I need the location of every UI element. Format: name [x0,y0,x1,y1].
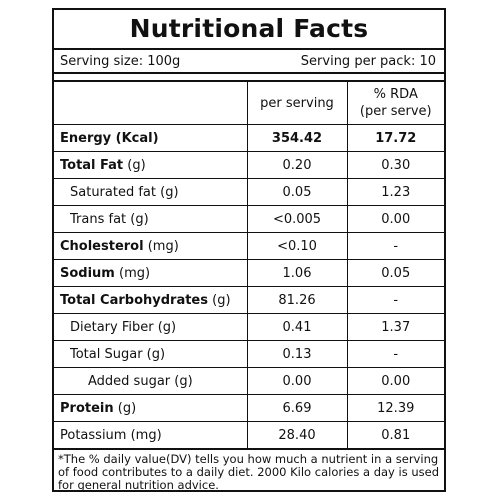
per-serving-value: 81.26 [246,286,348,314]
rda-value: - [346,286,444,314]
nutrient-name: Potassium (mg) [54,421,248,449]
nutrient-name-cell: Total Carbohydrates (g) [54,286,248,314]
rda-value: 0.00 [346,205,444,233]
table-row-saturated-fat: Saturated fat (g) 0.05 1.23 [54,178,444,206]
per-serving-value: 6.69 [246,394,348,422]
rda-header-line2: (per serve) [359,104,432,119]
rda-value: - [346,340,444,368]
table-row-total-sugar: Total Sugar (g) 0.13 - [54,340,444,368]
per-serving-value: 0.13 [246,340,348,368]
footnote: *The % daily value(DV) tells you how muc… [54,448,444,492]
nutrient-name: Protein [60,400,114,416]
nutrient-name: Total Carbohydrates [60,292,208,308]
table-row-sodium: Sodium (mg) 1.06 0.05 [54,259,444,287]
rda-value: 1.23 [346,178,444,206]
per-serving-value: <0.005 [246,205,348,233]
nutrient-name-cell: Cholesterol (mg) [54,232,248,260]
nutrient-unit: (g) [208,292,231,308]
nutrient-name-cell: Total Fat (g) [54,151,248,179]
nutrient-name: Energy (Kcal) [54,124,248,152]
table-row-dietary-fiber: Dietary Fiber (g) 0.41 1.37 [54,313,444,341]
per-serving-value: 1.06 [246,259,348,287]
table-row-protein: Protein (g) 6.69 12.39 [54,394,444,422]
nutrient-name-cell: Sodium (mg) [54,259,248,287]
nutrient-name: Saturated fat (g) [54,178,248,206]
rda-value: 12.39 [346,394,444,422]
rda-column-header: % RDA (per serve) [346,80,444,125]
rda-value: 17.72 [346,124,444,152]
per-serving-value: <0.10 [246,232,348,260]
nutrient-name: Added sugar (g) [54,367,248,395]
table-row-total-fat: Total Fat (g) 0.20 0.30 [54,151,444,179]
nutrition-label: Nutritional Facts Serving size: 100g Ser… [52,8,446,492]
nutrient-column-header [54,80,248,125]
table-row-total-carbohydrates: Total Carbohydrates (g) 81.26 - [54,286,444,314]
table-row-added-sugar: Added sugar (g) 0.00 0.00 [54,367,444,395]
rda-value: 0.00 [346,367,444,395]
per-serving-value: 0.00 [246,367,348,395]
nutrient-unit: (mg) [143,238,179,254]
nutrient-name: Trans fat (g) [54,205,248,233]
rda-value: 0.30 [346,151,444,179]
rda-value: - [346,232,444,260]
per-serving-value: 0.41 [246,313,348,341]
table-row-cholesterol: Cholesterol (mg) <0.10 - [54,232,444,260]
nutrient-unit: (g) [113,400,137,416]
rda-value: 0.05 [346,259,444,287]
per-serving-value: 354.42 [246,124,348,152]
rda-value: 1.37 [346,313,444,341]
per-serving-value: 0.05 [246,178,348,206]
rda-value: 0.81 [346,421,444,449]
per-serving-column-header: per serving [246,80,348,125]
nutrient-name: Sodium [60,265,115,281]
nutrient-unit: (g) [123,157,146,173]
table-header-row: per serving % RDA (per serve) [54,80,444,125]
nutrient-name: Total Fat [60,157,124,173]
nutrient-name: Dietary Fiber (g) [54,313,248,341]
table-row-trans-fat: Trans fat (g) <0.005 0.00 [54,205,444,233]
nutrient-name: Total Sugar (g) [54,340,248,368]
table-row-potassium: Potassium (mg) 28.40 0.81 [54,421,444,449]
nutrient-name: Cholesterol [60,238,144,254]
rda-header-line1: % RDA [373,87,418,102]
label-title: Nutritional Facts [129,14,369,43]
per-serving-value: 0.20 [246,151,348,179]
nutrition-table: per serving % RDA (per serve) Energy (Kc… [54,80,444,449]
nutrient-unit: (mg) [114,265,151,281]
table-row-energy: Energy (Kcal) 354.42 17.72 [54,124,444,152]
servings-per-pack: Serving per pack: 10 [300,54,436,69]
nutrient-name-cell: Protein (g) [54,394,248,422]
serving-size: Serving size: 100g [60,54,181,69]
per-serving-value: 28.40 [246,421,348,449]
serving-info-row: Serving size: 100g Serving per pack: 10 [54,48,444,74]
